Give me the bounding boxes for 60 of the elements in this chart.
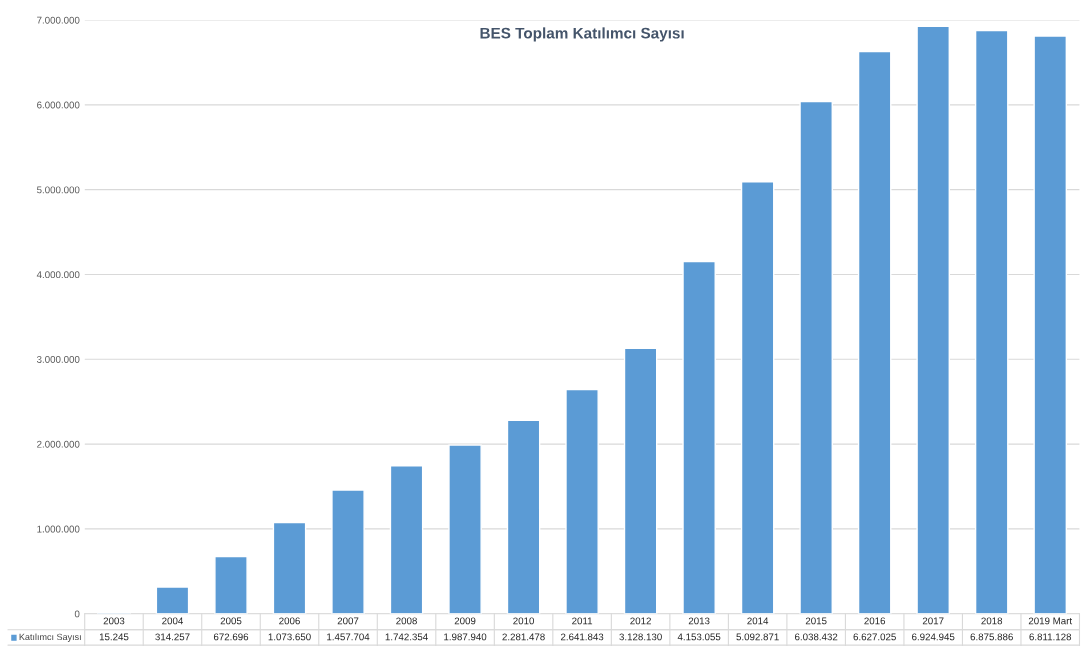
y-tick-label: 2.000.000 — [37, 440, 80, 448]
bar — [331, 489, 365, 614]
bar — [623, 347, 658, 614]
y-tick-label: 6.000.000 — [37, 101, 80, 109]
bar — [682, 260, 716, 614]
data-label: 4.153.055 — [677, 633, 721, 641]
data-label: 6.038.432 — [795, 633, 838, 641]
bar — [857, 50, 892, 614]
bar — [916, 25, 950, 614]
bar — [155, 586, 190, 614]
data-label: 1.987.940 — [444, 633, 487, 641]
bar — [565, 388, 599, 614]
data-label: 15.245 — [99, 633, 129, 641]
bar — [740, 181, 775, 614]
bar — [1033, 35, 1068, 614]
x-tick-label: 2013 — [688, 617, 710, 625]
x-tick-label: 2012 — [630, 617, 651, 625]
x-tick-label: 2010 — [513, 617, 535, 625]
data-label: 1.073.650 — [268, 633, 311, 641]
x-tick-label: 2016 — [864, 617, 886, 625]
x-tick-label: 2014 — [747, 617, 769, 625]
data-label: 2.281.478 — [502, 633, 545, 641]
data-label: 6.811.128 — [1029, 633, 1072, 641]
bar — [506, 419, 541, 614]
bar — [389, 465, 424, 614]
data-label: 1.742.354 — [385, 633, 428, 641]
x-tick-label: 2009 — [454, 617, 476, 625]
bar — [448, 444, 482, 614]
x-tick-label: 2019 Mart — [1028, 617, 1073, 625]
bar — [974, 29, 1009, 614]
x-tick-label: 2017 — [922, 617, 944, 625]
chart-title: BES Toplam Katılımcı Sayısı — [480, 27, 684, 42]
data-label: 6.924.945 — [912, 633, 955, 641]
bar — [799, 100, 833, 614]
data-label: 1.457.704 — [327, 633, 370, 641]
y-tick-label: 5.000.000 — [36, 186, 80, 194]
x-tick-label: 2015 — [805, 617, 827, 625]
data-label: 314.257 — [155, 633, 190, 641]
x-tick-label: 2005 — [220, 617, 242, 625]
x-tick-label: 2004 — [162, 617, 184, 625]
data-label: 6.627.025 — [853, 633, 896, 641]
bar — [214, 555, 248, 614]
data-label: 3.128.130 — [619, 633, 662, 641]
legend-label: Katılımcı Sayısı — [19, 633, 81, 642]
data-label: 2.641.843 — [560, 633, 604, 641]
x-tick-label: 2011 — [572, 617, 593, 625]
bar — [272, 521, 307, 614]
y-tick-label: 1.000.000 — [37, 525, 80, 533]
x-tick-label: 2007 — [337, 617, 359, 625]
data-label: 672.696 — [213, 633, 249, 641]
x-tick-label: 2008 — [396, 617, 417, 625]
data-label: 6.875.886 — [970, 633, 1013, 641]
x-tick-label: 2018 — [981, 617, 1003, 625]
x-tick-label: 2003 — [103, 617, 125, 625]
y-tick-label: 4.000.000 — [36, 271, 80, 279]
y-tick-label: 7.000.000 — [37, 16, 80, 24]
y-tick-label: 3.000.000 — [36, 356, 80, 363]
y-tick-label: 0 — [74, 610, 80, 618]
data-label: 5.092.871 — [736, 633, 779, 641]
x-tick-label: 2006 — [279, 617, 300, 625]
